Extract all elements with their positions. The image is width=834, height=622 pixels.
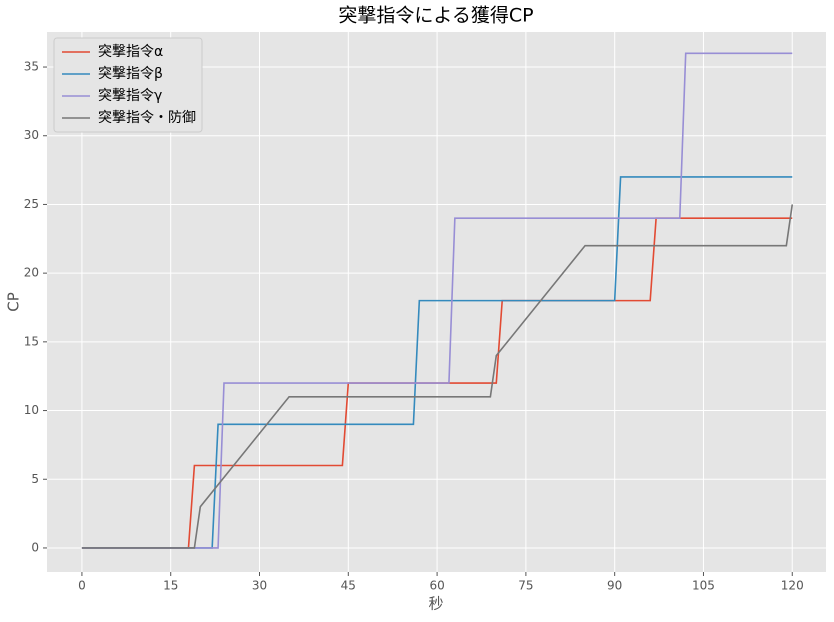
legend-label: 突撃指令・防御 [98,110,196,126]
series-line [81,52,793,549]
legend-label: 突撃指令α [98,44,163,60]
x-axis-label: 秒 [428,595,443,613]
x-tick-label: 105 [692,579,715,593]
x-tick-label: 120 [781,579,804,593]
chart-title: 突撃指令による獲得CP [338,5,533,27]
grid [47,32,826,572]
legend-box [53,37,203,133]
x-tick-label: 75 [518,579,533,593]
x-tick-label: 0 [78,579,86,593]
y-tick-label: 15 [24,334,39,348]
y-tick-label: 20 [24,266,39,280]
legend-label: 突撃指令β [98,66,163,82]
x-tick-label: 45 [341,579,356,593]
y-tick-label: 35 [24,60,39,74]
y-axis-label: CP [5,292,23,312]
series-line [81,204,794,549]
series-line [81,176,793,549]
y-tick-label: 30 [24,128,39,142]
y-tick-label: 5 [31,472,39,486]
x-tick-label: 90 [607,579,622,593]
y-tick-label: 10 [24,403,39,417]
y-tick-label: 0 [31,540,39,554]
y-tick-label: 25 [24,197,39,211]
x-tick-label: 15 [163,579,178,593]
x-tick-label: 60 [429,579,444,593]
legend-label: 突撃指令γ [98,88,162,104]
x-tick-label: 30 [252,579,267,593]
